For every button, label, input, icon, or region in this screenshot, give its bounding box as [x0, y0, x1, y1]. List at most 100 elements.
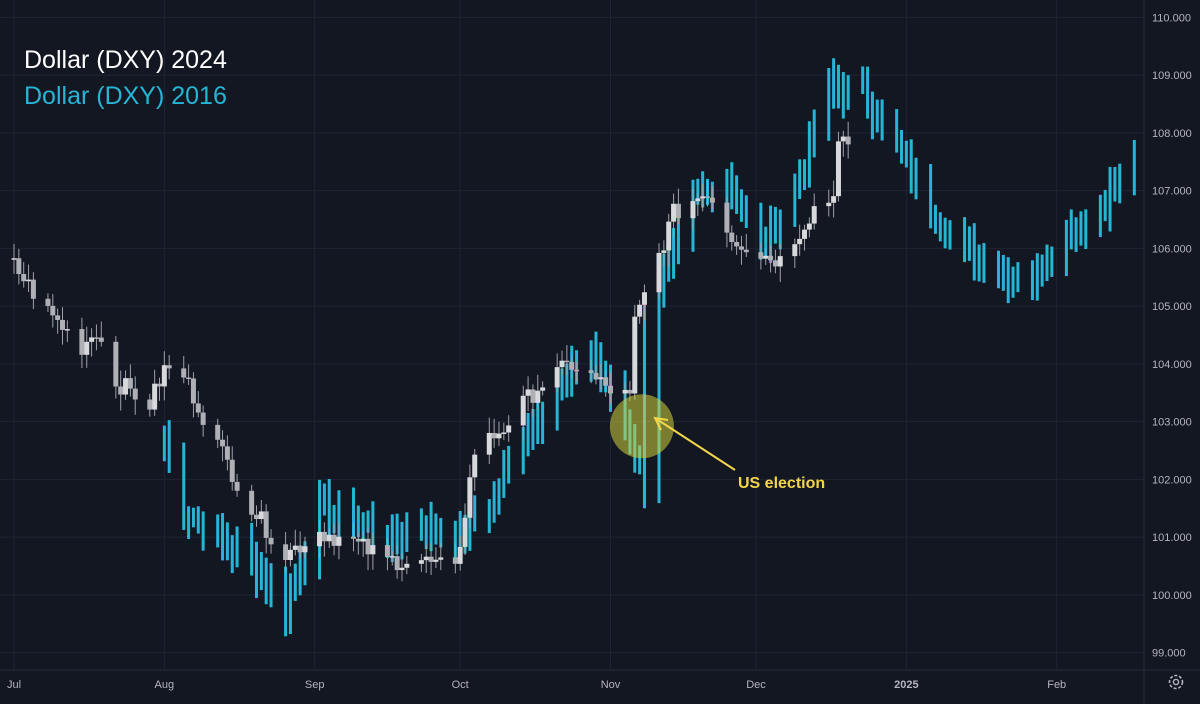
x-tick-label: Dec — [746, 679, 766, 691]
bar-2016 — [502, 449, 506, 498]
candle-body — [394, 556, 400, 571]
candle-body — [656, 252, 662, 293]
bar-2016 — [943, 217, 947, 249]
bar-2016 — [536, 399, 540, 445]
bar-2016 — [264, 557, 268, 605]
candle-body — [637, 304, 643, 317]
bar-2016 — [288, 573, 292, 635]
candle-body — [729, 232, 735, 243]
bar-2016 — [327, 479, 331, 539]
candle-body — [709, 197, 715, 203]
candle-body — [743, 249, 749, 253]
candle-body — [724, 202, 730, 233]
candle-body — [127, 378, 133, 389]
candle-body — [802, 229, 808, 239]
bar-2016 — [1118, 163, 1122, 204]
election-highlight — [609, 394, 674, 459]
settings-gear-icon[interactable] — [1166, 672, 1186, 692]
bar-2016 — [531, 409, 535, 450]
x-tick-label: Oct — [452, 679, 469, 691]
bar-2016 — [259, 552, 263, 591]
bar-2016 — [948, 220, 952, 250]
candle-body — [50, 305, 56, 316]
candle-body — [118, 386, 124, 395]
bar-2016 — [1103, 189, 1107, 222]
candle-body — [365, 538, 371, 555]
candle-body — [45, 298, 51, 306]
candle-body — [93, 337, 99, 339]
candle-body — [525, 389, 531, 396]
bar-2016 — [356, 505, 360, 538]
grid-lines — [0, 0, 1144, 670]
bar-2016 — [434, 513, 438, 545]
bar-2016 — [322, 483, 326, 516]
bar-2016 — [1064, 219, 1068, 277]
bar-2016 — [933, 204, 937, 234]
bar-2016 — [997, 250, 1001, 289]
candle-body — [603, 377, 609, 386]
bar-2016 — [216, 514, 220, 548]
x-tick-label: Jul — [7, 679, 21, 691]
candle-body — [326, 534, 332, 542]
bar-2016 — [832, 58, 836, 109]
bar-2016 — [565, 363, 569, 398]
candle-body — [831, 196, 837, 203]
bar-2016 — [235, 526, 239, 568]
bar-2016 — [196, 506, 200, 534]
candle-body — [350, 536, 356, 539]
candle-body — [220, 439, 226, 447]
bar-2016 — [1108, 166, 1112, 232]
annotation-arrowhead — [653, 416, 669, 431]
candle-body — [758, 252, 764, 259]
bar-2016 — [1035, 253, 1039, 301]
candle-body — [302, 546, 308, 553]
candle-body — [768, 255, 774, 261]
candle-body — [11, 258, 17, 260]
candle-body — [30, 279, 36, 299]
candle-body — [734, 242, 740, 247]
bar-2016 — [419, 508, 423, 541]
bar-2016 — [1040, 254, 1044, 287]
bar-2016 — [914, 157, 918, 200]
candle-body — [467, 477, 473, 518]
candle-body — [472, 454, 478, 478]
y-tick-label: 100.000 — [1152, 590, 1192, 602]
candle-body — [632, 316, 638, 394]
candle-body — [700, 196, 706, 199]
bar-2016 — [395, 513, 399, 555]
bar-2016 — [846, 75, 850, 110]
candle-body — [661, 250, 667, 253]
bar-2016 — [730, 162, 734, 210]
bar-2016 — [929, 164, 933, 229]
candle-body — [564, 360, 570, 363]
candle-body — [554, 367, 560, 388]
bar-2016 — [254, 541, 258, 599]
candle-body — [89, 337, 95, 342]
bar-2016 — [497, 478, 501, 515]
candle-body — [16, 258, 22, 275]
time-axis[interactable]: Jul Aug Sep Oct Nov Dec 2025 Feb — [7, 679, 1066, 691]
candle-body — [520, 395, 526, 426]
candle-body — [59, 319, 65, 330]
candle-body — [181, 368, 187, 378]
bar-2016 — [1069, 209, 1073, 250]
candle-body — [399, 567, 405, 571]
candle-body — [166, 365, 172, 369]
candle-body — [384, 545, 390, 557]
price-axis[interactable]: 99.000 100.000 101.000 102.000 103.000 104.00… — [1152, 12, 1192, 659]
election-highlight-circle — [609, 394, 674, 459]
bar-2016 — [337, 490, 341, 538]
candle-body — [370, 545, 376, 555]
candle-body — [64, 329, 70, 331]
candle-body — [258, 511, 264, 520]
candle-body — [113, 341, 119, 387]
bar-2016 — [473, 495, 477, 532]
bar-2016 — [1030, 260, 1034, 301]
candle-body — [132, 388, 138, 400]
bar-2016 — [638, 445, 642, 475]
candle-body — [98, 337, 104, 342]
candle-body — [428, 556, 434, 562]
candle-body — [229, 459, 235, 482]
candle-body — [501, 432, 507, 434]
